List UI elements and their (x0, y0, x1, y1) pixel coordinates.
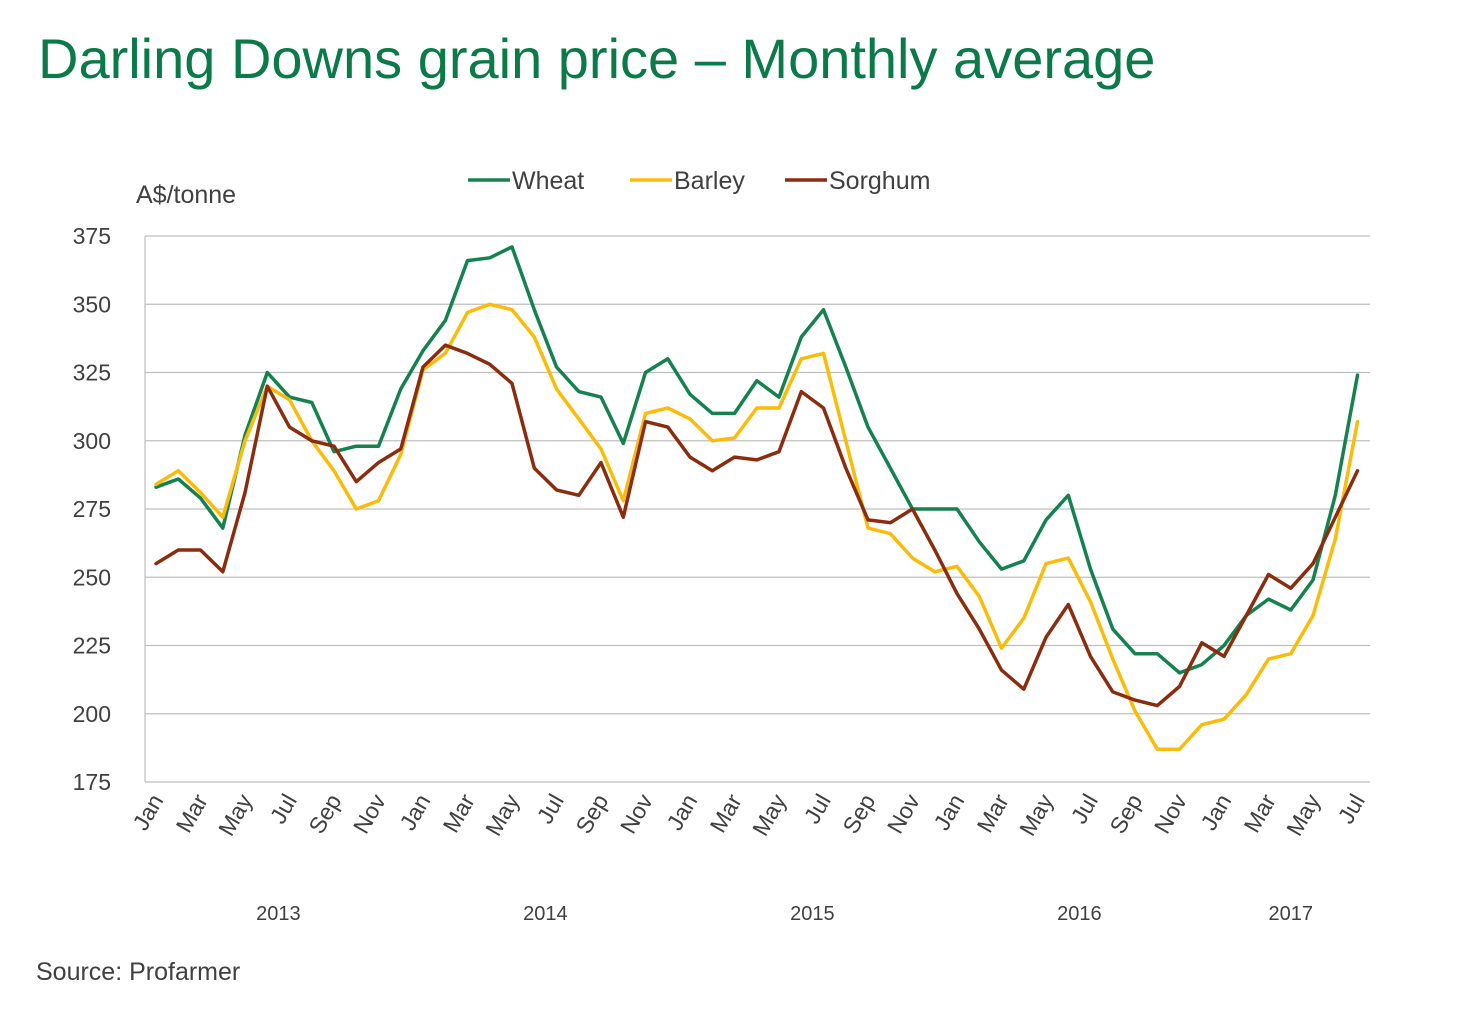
legend-label-sorghum: Sorghum (829, 167, 930, 195)
x-tick-label: Jan (394, 790, 435, 835)
y-tick-label: 375 (73, 223, 111, 249)
x-tick-label: Jul (265, 790, 302, 828)
x-tick-label: Mar (171, 789, 213, 837)
y-tick-label: 325 (73, 360, 111, 386)
x-tick-label: Sep (570, 790, 613, 838)
x-tick-label: May (1014, 789, 1058, 840)
year-label-2017: 2017 (1269, 903, 1314, 925)
axes (144, 236, 1370, 783)
x-tick-label: Jul (1333, 790, 1370, 828)
gridlines (145, 235, 1370, 715)
y-tick-label: 175 (73, 769, 111, 795)
chart-title: Darling Downs grain price – Monthly aver… (38, 27, 1156, 90)
series-line-barley (154, 302, 1360, 751)
x-tick-label: Jan (127, 790, 168, 835)
x-tick-label: May (1281, 789, 1325, 840)
x-tick-label: May (213, 789, 257, 840)
y-tick-label: 225 (73, 633, 111, 659)
series-line-sorghum (154, 343, 1360, 708)
x-tick-label: Nov (615, 789, 658, 838)
legend-label-wheat: Wheat (512, 167, 584, 195)
x-tick-label: Mar (438, 789, 480, 837)
year-label-2013: 2013 (256, 903, 301, 925)
legend: Wheat Barley Sorghum (468, 167, 930, 195)
x-tick-label: Jan (1195, 790, 1236, 835)
source-note: Source: Profarmer (36, 958, 241, 986)
y-tick-label: 250 (73, 564, 111, 590)
x-tick-label: Jul (799, 790, 836, 828)
x-tick-label: Sep (837, 790, 880, 838)
x-tick-label: Jul (1066, 790, 1103, 828)
x-tick-label: Mar (1239, 789, 1281, 837)
x-tick-label: Jan (928, 790, 969, 835)
x-tick-label: Nov (1149, 789, 1192, 838)
x-tick-label: Jan (661, 790, 702, 835)
y-tick-label: 200 (73, 701, 111, 727)
y-axis-ticks: 175 200 225 250 275 300 325 350 375 (73, 223, 111, 795)
x-tick-label: May (480, 789, 524, 840)
year-label-2014: 2014 (523, 903, 568, 925)
y-axis-unit-label: A$/tonne (136, 181, 236, 209)
x-tick-label: Mar (972, 789, 1014, 837)
year-label-2016: 2016 (1057, 903, 1102, 925)
legend-label-barley: Barley (674, 167, 745, 195)
x-tick-label: Sep (303, 790, 346, 838)
y-tick-label: 300 (73, 428, 111, 454)
series-lines (154, 245, 1360, 751)
x-axis-month-ticks: Jan Mar May Jul Sep Nov Jan Mar May Jul Sep Nov Jan M… (127, 789, 1370, 840)
y-tick-label: 350 (73, 291, 111, 317)
x-tick-label: May (747, 789, 791, 840)
x-tick-label: Sep (1104, 790, 1147, 838)
y-tick-label: 275 (73, 496, 111, 522)
x-axis-year-labels: 2013 2014 2015 2016 2017 (256, 903, 1313, 925)
x-tick-label: Nov (882, 789, 925, 838)
series-line-wheat (154, 245, 1360, 675)
x-tick-label: Mar (705, 789, 747, 837)
year-label-2015: 2015 (790, 903, 835, 925)
x-tick-label: Nov (348, 789, 391, 838)
x-tick-label: Jul (532, 790, 569, 828)
